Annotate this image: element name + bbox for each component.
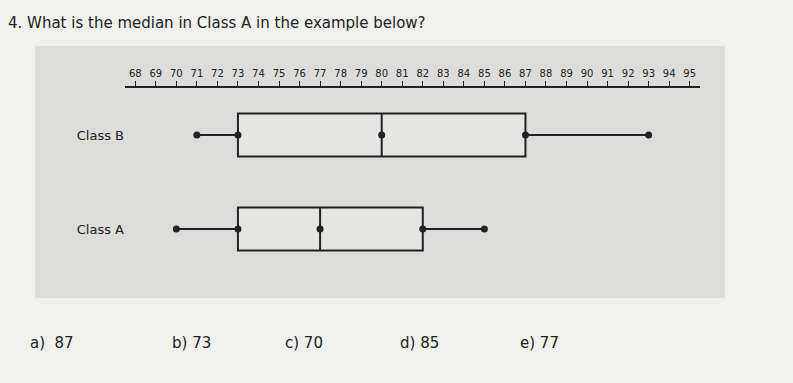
svg-text:79: 79 [355,68,368,79]
svg-text:76: 76 [293,68,306,79]
svg-text:77: 77 [314,68,327,79]
svg-text:81: 81 [396,68,409,79]
svg-text:74: 74 [252,68,265,79]
svg-text:75: 75 [273,68,286,79]
svg-text:71: 71 [191,68,204,79]
html-text:b) 73: b) 73 [172,334,212,352]
svg-text:91: 91 [601,68,614,79]
svg-text:86: 86 [499,68,512,79]
svg-text:68: 68 [129,68,142,79]
svg-text:93: 93 [642,68,655,79]
svg-text:70: 70 [170,68,183,79]
svg-text:88: 88 [540,68,553,79]
html-text:4. What is the median in Class: 4. What is the median in Class A in the … [8,14,426,32]
svg-text:92: 92 [622,68,635,79]
svg-text:85: 85 [478,68,491,79]
svg-text:69: 69 [149,68,162,79]
svg-text:87: 87 [519,68,532,79]
svg-text:Class A: Class A [77,222,124,237]
svg-text:90: 90 [581,68,594,79]
svg-text:Class B: Class B [77,128,124,143]
svg-text:94: 94 [663,68,676,79]
html-text:a) 87: a) 87 [30,334,74,352]
html-text:e) 77: e) 77 [520,334,559,352]
svg-text:83: 83 [437,68,450,79]
svg-text:95: 95 [683,68,696,79]
html-text:c) 70: c) 70 [285,334,323,352]
svg-text:78: 78 [334,68,347,79]
svg-text:82: 82 [416,68,429,79]
svg-text:89: 89 [560,68,573,79]
html-text:d) 85: d) 85 [400,334,440,352]
svg-text:80: 80 [375,68,388,79]
svg-text:72: 72 [211,68,224,79]
svg-text:73: 73 [232,68,245,79]
svg-text:84: 84 [457,68,470,79]
